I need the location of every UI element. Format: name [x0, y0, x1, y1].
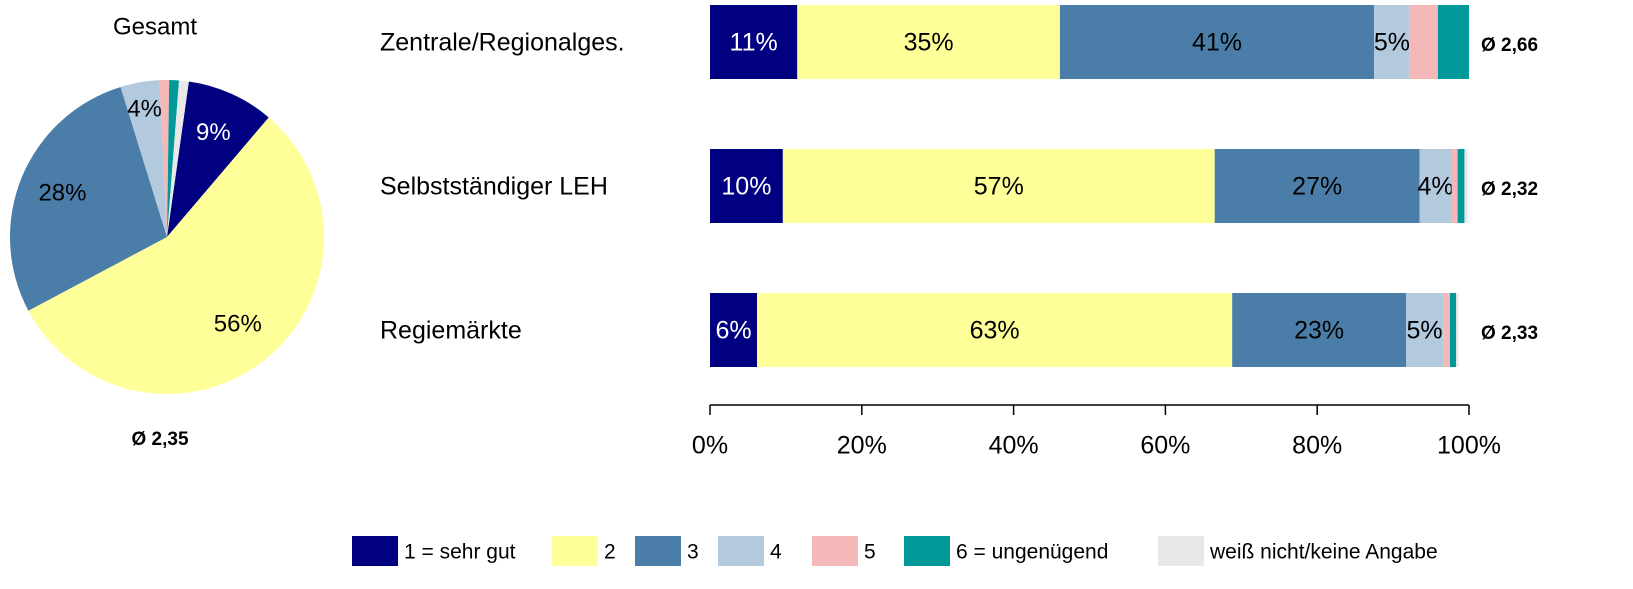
legend-label: weiß nicht/keine Angabe	[1209, 541, 1438, 564]
legend-swatch	[904, 536, 950, 566]
bar-segment	[710, 149, 783, 223]
x-tick-label: 60%	[1140, 432, 1190, 460]
bar-value-label: 23%	[1294, 317, 1344, 345]
legend-label: 3	[687, 541, 699, 564]
bar-segment	[1374, 5, 1410, 79]
y-tick-label: Regiemärkte	[380, 317, 522, 345]
pie-average: Ø 2,35	[131, 429, 188, 450]
legend-swatch	[812, 536, 858, 566]
legend-swatch	[718, 536, 764, 566]
bar-value-label: 27%	[1292, 173, 1342, 201]
legend-swatch	[1158, 536, 1204, 566]
pie-slice	[167, 80, 189, 238]
legend-swatch	[352, 536, 398, 566]
bar-segment	[710, 5, 798, 79]
pie-slice	[167, 80, 180, 237]
bar-segment	[1232, 293, 1407, 367]
bar-value-label: 10%	[721, 173, 771, 201]
pie-slice	[9, 87, 168, 311]
bar-value-label: 57%	[974, 173, 1024, 201]
bar-segment	[1409, 5, 1438, 79]
legend-label: 6 = ungenügend	[956, 541, 1108, 564]
bar-average: Ø 2,66	[1481, 35, 1538, 56]
bar-value-label: 41%	[1192, 29, 1242, 57]
pie-value-label: 4%	[127, 96, 162, 123]
bar-segment	[1437, 5, 1469, 79]
bar-segment	[1451, 149, 1458, 223]
bar-segment	[1450, 293, 1457, 367]
bar-segment	[1214, 149, 1420, 223]
pie-slice	[120, 80, 167, 237]
bar-segment	[782, 149, 1215, 223]
bar-segment	[1059, 5, 1375, 79]
legend-swatch	[552, 536, 598, 566]
bar-segment	[1419, 149, 1452, 223]
x-tick-label: 0%	[692, 432, 728, 460]
pie-slice	[167, 81, 269, 237]
bar-segment	[1443, 293, 1451, 367]
bar-segment	[1464, 149, 1468, 223]
y-tick-label: Zentrale/Regionalges.	[380, 29, 625, 57]
pie-slice	[28, 117, 324, 394]
pie-value-label: 9%	[196, 119, 231, 146]
pie-value-label: 56%	[214, 310, 262, 337]
legend-label: 5	[864, 541, 876, 564]
bar-value-label: 63%	[970, 317, 1020, 345]
x-tick-label: 40%	[989, 432, 1039, 460]
x-tick-label: 80%	[1292, 432, 1342, 460]
x-tick-label: 20%	[837, 432, 887, 460]
bar-segment	[1456, 293, 1459, 367]
legend-label: 2	[604, 541, 616, 564]
y-tick-label: Selbstständiger LEH	[380, 173, 608, 201]
bar-segment	[710, 293, 758, 367]
bar-value-label: 5%	[1407, 317, 1443, 345]
bar-value-label: 5%	[1374, 29, 1410, 57]
bar-value-label: 6%	[715, 317, 751, 345]
bar-value-label: 35%	[904, 29, 954, 57]
bar-segment	[797, 5, 1060, 79]
bar-segment	[1457, 149, 1465, 223]
bar-segment	[757, 293, 1233, 367]
x-tick-label: 100%	[1437, 432, 1501, 460]
pie-title: Gesamt	[113, 13, 197, 40]
pie-value-label: 28%	[38, 179, 86, 206]
bar-average: Ø 2,32	[1481, 179, 1538, 200]
legend-label: 1 = sehr gut	[404, 541, 516, 564]
bar-value-label: 4%	[1418, 173, 1454, 201]
bar-segment	[1406, 293, 1444, 367]
legend-swatch	[635, 536, 681, 566]
legend-label: 4	[770, 541, 782, 564]
bar-average: Ø 2,33	[1481, 323, 1538, 344]
pie-slice	[159, 80, 170, 237]
bar-value-label: 11%	[730, 29, 778, 57]
